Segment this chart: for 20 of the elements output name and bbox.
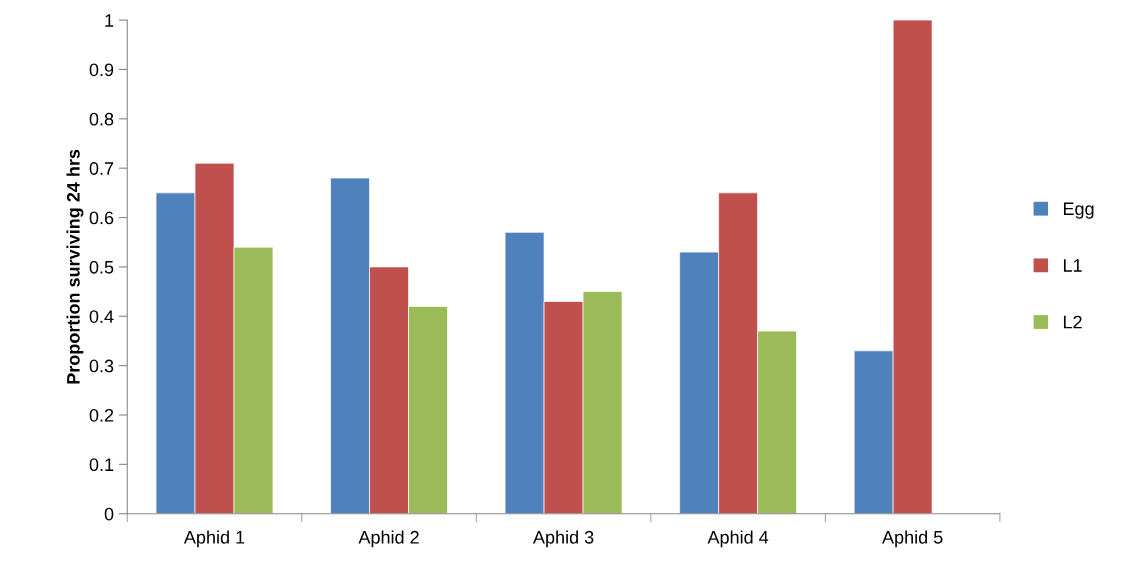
y-tick-label: 0.2 — [89, 408, 114, 422]
x-tick-label: Aphid 1 — [183, 530, 245, 548]
y-tick-label: 0.3 — [89, 359, 114, 373]
y-tick-label: 0.8 — [89, 112, 114, 126]
x-tick-label: Aphid 2 — [358, 530, 419, 548]
x-tick-label: Aphid 4 — [707, 530, 769, 548]
y-tick-label: 0.9 — [89, 63, 114, 77]
x-tick-label: Aphid 5 — [882, 530, 943, 548]
y-tick-label: 0 — [104, 507, 114, 521]
legend-label: Egg — [1063, 202, 1094, 219]
legend-label: L2 — [1063, 315, 1082, 329]
x-tick-label: Aphid 3 — [532, 530, 594, 548]
y-tick-label: 0.7 — [89, 162, 114, 175]
legend-label: L1 — [1063, 259, 1082, 272]
y-axis-title: Proportion surviving 24 hrs — [66, 149, 84, 384]
y-tick-label: 1 — [105, 14, 114, 27]
y-tick-label: 0.4 — [89, 310, 114, 323]
y-tick-label: 0.5 — [89, 260, 114, 274]
y-tick-label: 0.6 — [89, 211, 114, 225]
y-tick-label: 0.1 — [89, 458, 114, 472]
